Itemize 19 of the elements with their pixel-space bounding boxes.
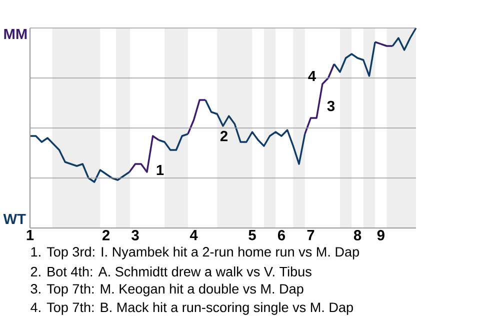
x-tick-label: 9 xyxy=(377,230,384,240)
annotation: 2 xyxy=(220,130,228,142)
x-tick-label: 1 xyxy=(26,230,34,240)
x-tick-label: 7 xyxy=(307,230,314,240)
text: 1. Top 3rd: I. Nyambek hit a 2-run home run vs M. Dap xyxy=(31,246,359,260)
x-tick-label: 3 xyxy=(132,230,139,240)
x-tick-label: 8 xyxy=(354,230,362,240)
x-tick-label: 2 xyxy=(102,230,110,240)
text: 2. Bot 4th: A. Schmidtt drew a walk vs V. Tibus xyxy=(30,266,312,276)
x-tick-label: 6 xyxy=(278,230,286,240)
text: 3. Top 7th: M. Keogan hit a double vs M. Dap xyxy=(30,284,304,296)
text: 4. Top 7th: B. Mack hit a run-scoring single vs M. Dap xyxy=(30,302,353,315)
x-tick-label: 5 xyxy=(248,230,256,240)
text: WT xyxy=(3,214,26,224)
annotation: 3 xyxy=(327,100,335,112)
text: MM xyxy=(4,28,27,40)
annotation: 1 xyxy=(156,164,164,176)
x-tick-label: 4 xyxy=(190,230,198,240)
annotation: 4 xyxy=(308,70,316,82)
